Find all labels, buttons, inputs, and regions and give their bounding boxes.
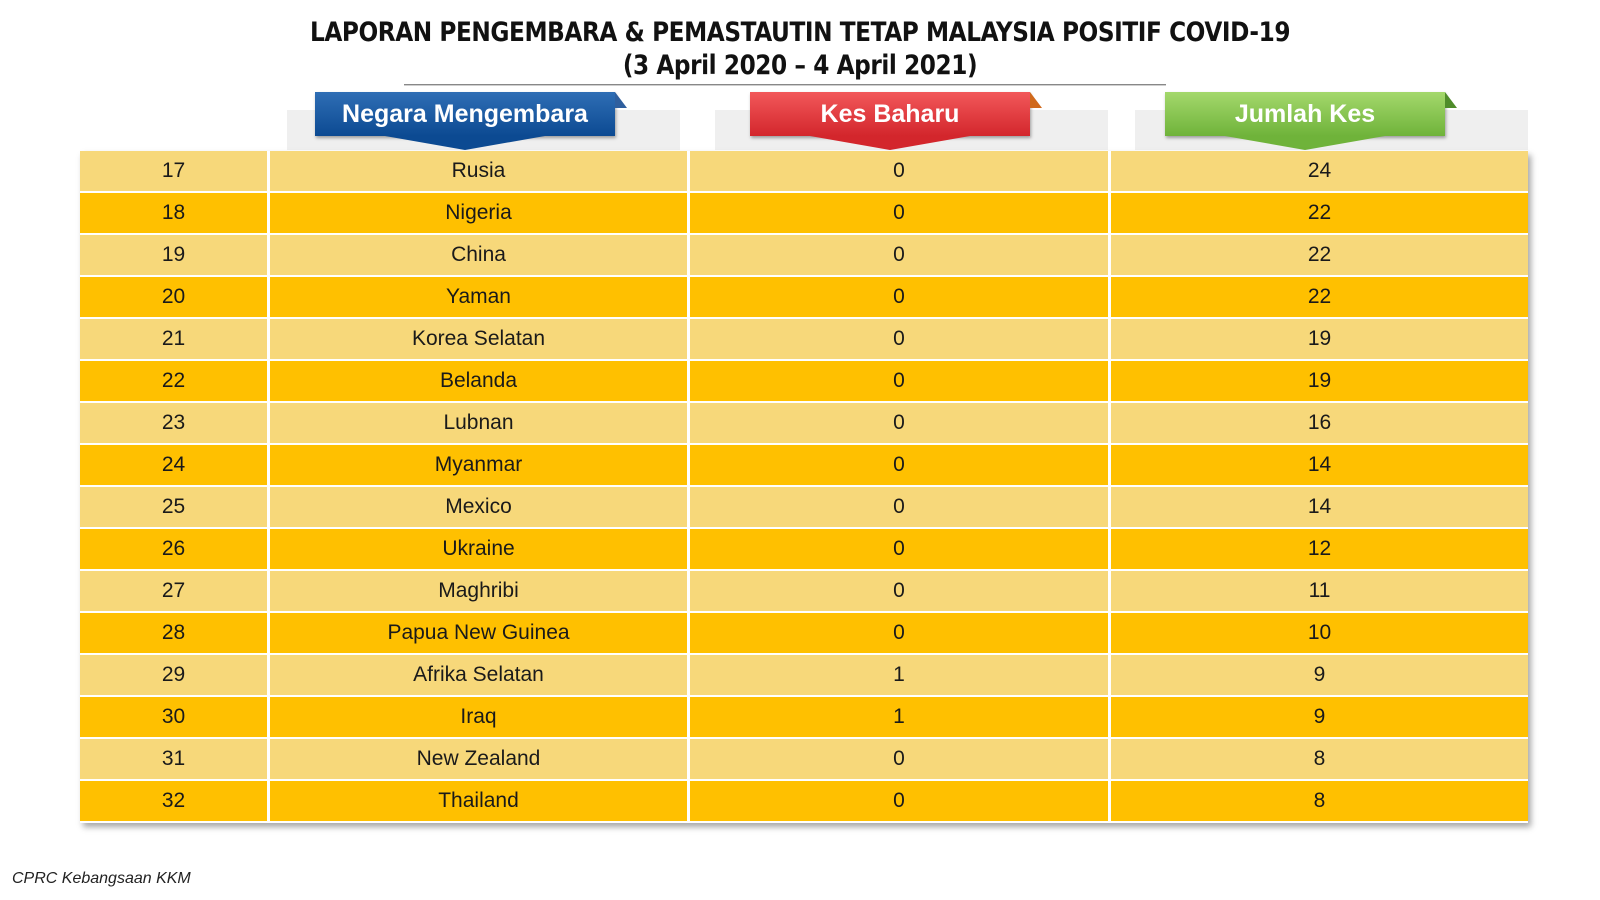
new-cases-cell: 0 xyxy=(690,487,1111,527)
country-cell: China xyxy=(270,235,690,275)
country-cell: Afrika Selatan xyxy=(270,655,690,695)
country-cell: Iraq xyxy=(270,697,690,737)
country-cell: New Zealand xyxy=(270,739,690,779)
rank-cell: 19 xyxy=(80,235,270,275)
table-row: 19 China 0 22 xyxy=(80,235,1528,277)
cases-table: 17 Rusia 0 24 18 Nigeria 0 22 19 China 0 22 20 Yaman 0… xyxy=(80,151,1528,823)
header-new-cases-fold xyxy=(1030,92,1042,108)
country-cell: Rusia xyxy=(270,151,690,191)
header-country: Negara Mengembara xyxy=(315,92,627,150)
table-row: 26 Ukraine 0 12 xyxy=(80,529,1528,571)
title-line-1: LAPORAN PENGEMBARA & PEMASTAUTIN TETAP M… xyxy=(309,17,1291,48)
new-cases-cell: 0 xyxy=(690,235,1111,275)
table-row: 24 Myanmar 0 14 xyxy=(80,445,1528,487)
rank-cell: 24 xyxy=(80,445,270,485)
table-row: 23 Lubnan 0 16 xyxy=(80,403,1528,445)
rank-cell: 17 xyxy=(80,151,270,191)
header-total-cases: Jumlah Kes xyxy=(1165,92,1457,150)
new-cases-cell: 0 xyxy=(690,613,1111,653)
table-row: 28 Papua New Guinea 0 10 xyxy=(80,613,1528,655)
country-cell: Lubnan xyxy=(270,403,690,443)
header-country-label: Negara Mengembara xyxy=(342,99,588,128)
rank-cell: 32 xyxy=(80,781,270,821)
country-cell: Maghribi xyxy=(270,571,690,611)
rank-cell: 31 xyxy=(80,739,270,779)
new-cases-cell: 1 xyxy=(690,655,1111,695)
table-row: 30 Iraq 1 9 xyxy=(80,697,1528,739)
new-cases-cell: 0 xyxy=(690,529,1111,569)
total-cases-cell: 22 xyxy=(1111,193,1528,233)
country-cell: Thailand xyxy=(270,781,690,821)
country-cell: Papua New Guinea xyxy=(270,613,690,653)
table-row: 20 Yaman 0 22 xyxy=(80,277,1528,319)
new-cases-cell: 1 xyxy=(690,697,1111,737)
total-cases-cell: 14 xyxy=(1111,445,1528,485)
header-total-cases-fold xyxy=(1445,92,1457,108)
total-cases-cell: 16 xyxy=(1111,403,1528,443)
new-cases-cell: 0 xyxy=(690,445,1111,485)
table-row: 18 Nigeria 0 22 xyxy=(80,193,1528,235)
header-country-fold xyxy=(615,92,627,108)
table-row: 27 Maghribi 0 11 xyxy=(80,571,1528,613)
rank-cell: 29 xyxy=(80,655,270,695)
title-divider xyxy=(404,84,1166,86)
rank-cell: 27 xyxy=(80,571,270,611)
total-cases-cell: 22 xyxy=(1111,277,1528,317)
total-cases-cell: 9 xyxy=(1111,655,1528,695)
country-cell: Korea Selatan xyxy=(270,319,690,359)
total-cases-cell: 11 xyxy=(1111,571,1528,611)
country-cell: Ukraine xyxy=(270,529,690,569)
table-row: 21 Korea Selatan 0 19 xyxy=(80,319,1528,361)
total-cases-cell: 9 xyxy=(1111,697,1528,737)
new-cases-cell: 0 xyxy=(690,151,1111,191)
table-row: 25 Mexico 0 14 xyxy=(80,487,1528,529)
header-new-cases-label: Kes Baharu xyxy=(820,99,960,128)
rank-cell: 28 xyxy=(80,613,270,653)
new-cases-cell: 0 xyxy=(690,193,1111,233)
total-cases-cell: 24 xyxy=(1111,151,1528,191)
total-cases-cell: 12 xyxy=(1111,529,1528,569)
report-title: LAPORAN PENGEMBARA & PEMASTAUTIN TETAP M… xyxy=(112,16,1488,82)
total-cases-cell: 8 xyxy=(1111,781,1528,821)
table-row: 32 Thailand 0 8 xyxy=(80,781,1528,823)
header-total-cases-label: Jumlah Kes xyxy=(1234,99,1376,128)
total-cases-cell: 19 xyxy=(1111,319,1528,359)
table-row: 17 Rusia 0 24 xyxy=(80,151,1528,193)
rank-cell: 30 xyxy=(80,697,270,737)
new-cases-cell: 0 xyxy=(690,277,1111,317)
new-cases-cell: 0 xyxy=(690,361,1111,401)
country-cell: Yaman xyxy=(270,277,690,317)
header-new-cases: Kes Baharu xyxy=(750,92,1042,150)
table-row: 31 New Zealand 0 8 xyxy=(80,739,1528,781)
total-cases-cell: 22 xyxy=(1111,235,1528,275)
rank-cell: 18 xyxy=(80,193,270,233)
total-cases-cell: 10 xyxy=(1111,613,1528,653)
table-row: 29 Afrika Selatan 1 9 xyxy=(80,655,1528,697)
source-footer: CPRC Kebangsaan KKM xyxy=(12,870,191,887)
total-cases-cell: 19 xyxy=(1111,361,1528,401)
country-cell: Myanmar xyxy=(270,445,690,485)
new-cases-cell: 0 xyxy=(690,571,1111,611)
rank-cell: 23 xyxy=(80,403,270,443)
new-cases-cell: 0 xyxy=(690,739,1111,779)
new-cases-cell: 0 xyxy=(690,403,1111,443)
new-cases-cell: 0 xyxy=(690,319,1111,359)
total-cases-cell: 8 xyxy=(1111,739,1528,779)
new-cases-cell: 0 xyxy=(690,781,1111,821)
title-line-2: (3 April 2020 – 4 April 2021) xyxy=(622,50,978,81)
table-row: 22 Belanda 0 19 xyxy=(80,361,1528,403)
country-cell: Mexico xyxy=(270,487,690,527)
country-cell: Belanda xyxy=(270,361,690,401)
rank-cell: 21 xyxy=(80,319,270,359)
rank-cell: 20 xyxy=(80,277,270,317)
rank-cell: 26 xyxy=(80,529,270,569)
country-cell: Nigeria xyxy=(270,193,690,233)
rank-cell: 22 xyxy=(80,361,270,401)
total-cases-cell: 14 xyxy=(1111,487,1528,527)
rank-cell: 25 xyxy=(80,487,270,527)
